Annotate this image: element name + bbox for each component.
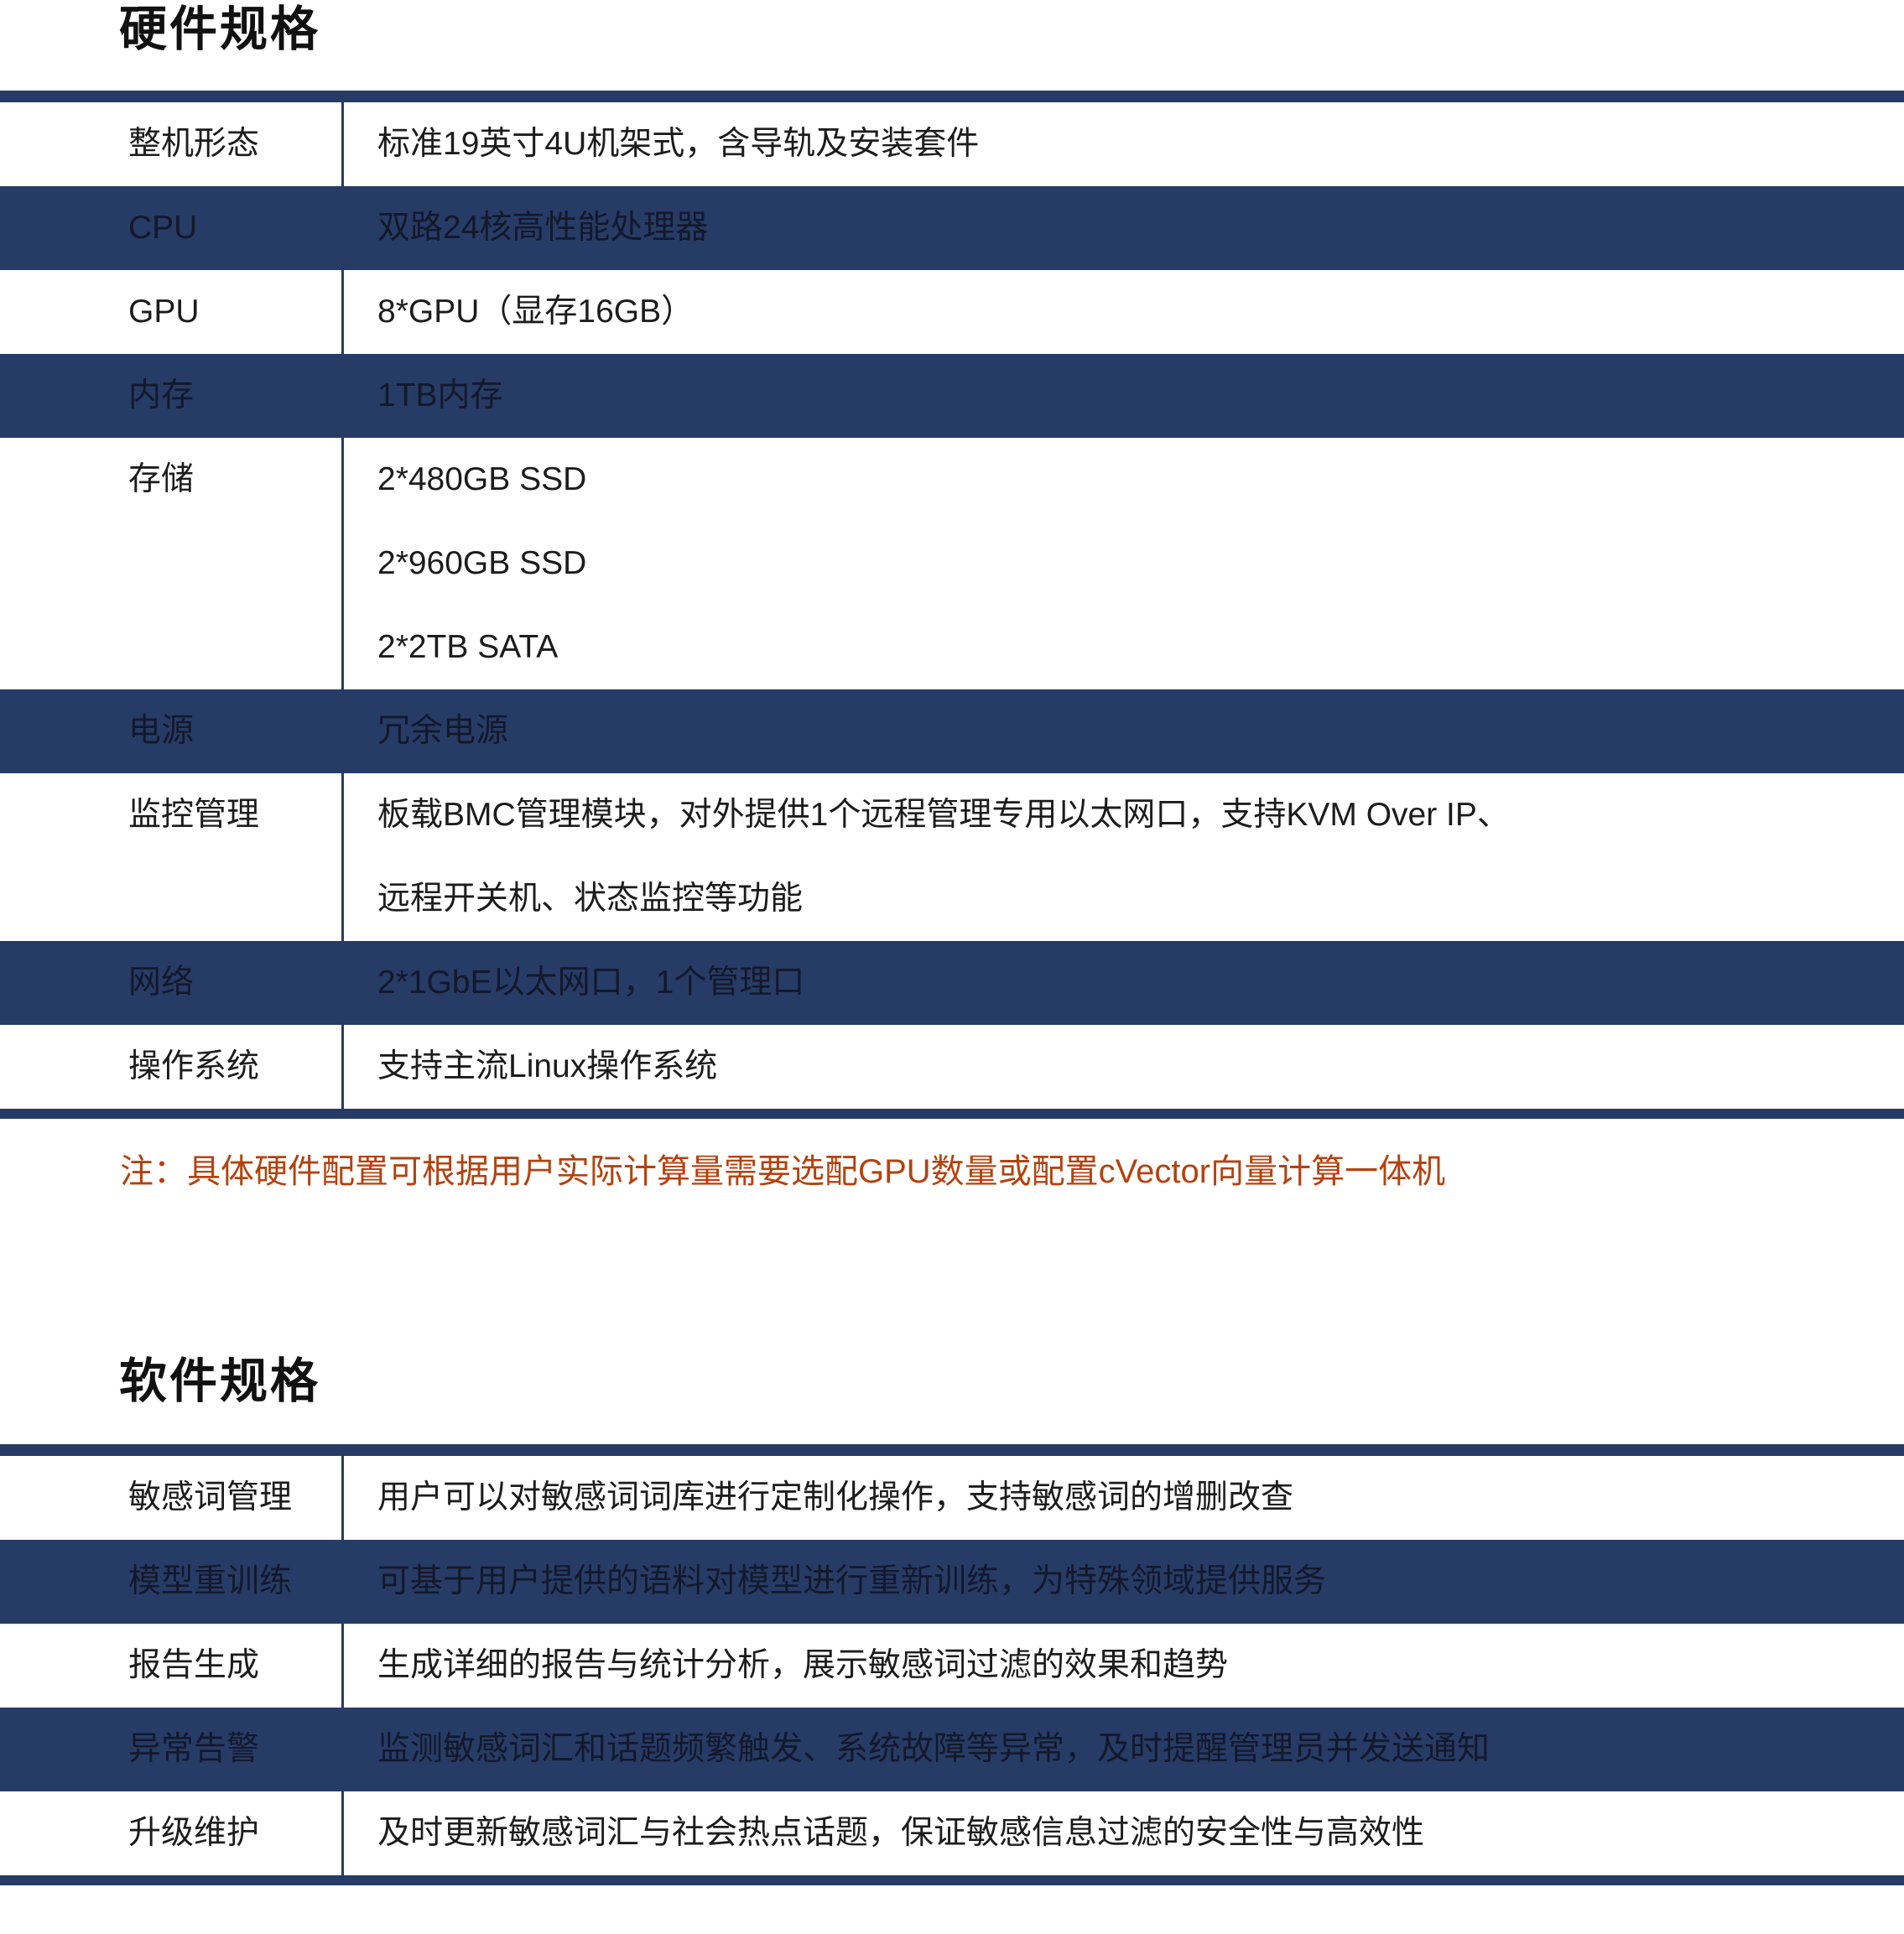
spec-label-text: 异常告警: [128, 1731, 260, 1767]
table-top-border: [0, 1444, 1904, 1456]
table-row: 异常告警 监测敏感词汇和话题频繁触发、系统故障等异常，及时提醒管理员并发送通知: [0, 1708, 1904, 1791]
spec-label-cell: 整机形态: [0, 102, 344, 186]
table-row: 报告生成 生成详细的报告与统计分析，展示敏感词过滤的效果和趋势: [0, 1624, 1904, 1708]
spec-label-text: GPU: [128, 294, 200, 330]
table-top-border: [0, 91, 1904, 102]
table-row: 内存 1TB内存: [0, 354, 1904, 438]
table-row: 模型重训练 可基于用户提供的语料对模型进行重新训练，为特殊领域提供服务: [0, 1540, 1904, 1624]
spec-label-cell: 操作系统: [0, 1025, 344, 1109]
spec-label-text: 网络: [128, 964, 195, 1001]
spec-value-cell: 1TB内存: [344, 354, 1904, 438]
spec-value-line: 板载BMC管理模块，对外提供1个远程管理专用以太网口，支持KVM Over IP…: [377, 797, 1510, 833]
spec-label-text: 操作系统: [128, 1048, 260, 1084]
spec-label-cell: 网络: [0, 941, 344, 1025]
spec-value-cell: 用户可以对敏感词词库进行定制化操作，支持敏感词的增删改查: [344, 1456, 1904, 1540]
spec-label-cell: 模型重训练: [0, 1540, 344, 1624]
spec-label-text: 存储: [128, 461, 195, 497]
spec-value-cell: 冗余电源: [344, 689, 1904, 773]
spec-label-text: 电源: [128, 713, 195, 749]
spec-value-cell: 生成详细的报告与统计分析，展示敏感词过滤的效果和趋势: [344, 1624, 1904, 1708]
hardware-spec-table: 整机形态 标准19英寸4U机架式，含导轨及安装套件 CPU 双路24核高性能处理器 GP…: [0, 91, 1904, 1119]
spec-label-text: 报告生成: [128, 1647, 260, 1683]
spec-value-line: 2*480GB SSD: [377, 461, 587, 497]
spec-value-line: 1TB内存: [377, 377, 503, 413]
spec-label-cell: GPU: [0, 270, 344, 354]
spec-label-cell: CPU: [0, 186, 344, 270]
spec-value-line: 可基于用户提供的语料对模型进行重新训练，为特殊领域提供服务: [377, 1563, 1327, 1599]
table-row: 升级维护 及时更新敏感词汇与社会热点话题，保证敏感信息过滤的安全性与高效性: [0, 1791, 1904, 1875]
spec-value-line: 2*2TB SATA: [377, 629, 559, 665]
spec-label-cell: 电源: [0, 689, 344, 773]
spec-value-cell: 2*1GbE以太网口，1个管理口: [344, 941, 1904, 1025]
spec-value-line: 8*GPU（显存16GB）: [377, 294, 694, 330]
spec-value-line: 2*960GB SSD: [377, 545, 587, 581]
spec-value-cell: 监测敏感词汇和话题频繁触发、系统故障等异常，及时提醒管理员并发送通知: [344, 1708, 1904, 1791]
spec-value-line: 双路24核高性能处理器: [377, 210, 709, 246]
spec-value-line: 及时更新敏感词汇与社会热点话题，保证敏感信息过滤的安全性与高效性: [377, 1815, 1425, 1851]
spec-value-cell: 可基于用户提供的语料对模型进行重新训练，为特殊领域提供服务: [344, 1540, 1904, 1624]
table-row: CPU 双路24核高性能处理器: [0, 186, 1904, 270]
spec-label-text: 升级维护: [128, 1815, 260, 1851]
spec-label-text: CPU: [128, 210, 198, 246]
spec-value-cell: 及时更新敏感词汇与社会热点话题，保证敏感信息过滤的安全性与高效性: [344, 1791, 1904, 1875]
spec-value-line: 2*1GbE以太网口，1个管理口: [377, 964, 805, 1001]
spec-label-cell: 存储: [0, 438, 344, 689]
spec-value-cell: 标准19英寸4U机架式，含导轨及安装套件: [344, 102, 1904, 186]
spec-label-cell: 监控管理: [0, 773, 344, 941]
spec-value-line: 冗余电源: [377, 713, 509, 749]
spec-label-text: 模型重训练: [128, 1563, 293, 1599]
spec-label-cell: 内存: [0, 354, 344, 438]
table-row: 监控管理 板载BMC管理模块，对外提供1个远程管理专用以太网口，支持KVM Ove…: [0, 773, 1904, 941]
spec-value-cell: 双路24核高性能处理器: [344, 186, 1904, 270]
table-row: 操作系统 支持主流Linux操作系统: [0, 1025, 1904, 1109]
spec-label-cell: 升级维护: [0, 1791, 344, 1875]
spec-label-cell: 异常告警: [0, 1708, 344, 1791]
spec-value-line: 标准19英寸4U机架式，含导轨及安装套件: [377, 126, 980, 162]
spec-value-line: 支持主流Linux操作系统: [377, 1048, 718, 1084]
table-row: GPU 8*GPU（显存16GB）: [0, 270, 1904, 354]
spec-value-cell: 2*480GB SSD 2*960GB SSD 2*2TB SATA: [344, 438, 1904, 689]
spec-value-line: 远程开关机、状态监控等功能: [377, 881, 804, 917]
table-row: 整机形态 标准19英寸4U机架式，含导轨及安装套件: [0, 102, 1904, 186]
hardware-config-note: 注：具体硬件配置可根据用户实际计算量需要选配GPU数量或配置cVector向量计…: [120, 1153, 1446, 1190]
table-row: 存储 2*480GB SSD 2*960GB SSD 2*2TB SATA: [0, 438, 1904, 689]
hardware-section-title: 硬件规格: [119, 3, 320, 56]
spec-label-text: 监控管理: [128, 797, 260, 833]
table-row: 网络 2*1GbE以太网口，1个管理口: [0, 941, 1904, 1025]
spec-label-cell: 敏感词管理: [0, 1456, 344, 1540]
spec-value-cell: 支持主流Linux操作系统: [344, 1025, 1904, 1109]
spec-value-cell: 板载BMC管理模块，对外提供1个远程管理专用以太网口，支持KVM Over IP…: [344, 773, 1904, 941]
spec-value-line: 生成详细的报告与统计分析，展示敏感词过滤的效果和趋势: [377, 1647, 1229, 1683]
spec-value-line: 用户可以对敏感词词库进行定制化操作，支持敏感词的增删改查: [377, 1479, 1294, 1515]
spec-label-cell: 报告生成: [0, 1624, 344, 1708]
spec-label-text: 敏感词管理: [128, 1479, 293, 1515]
spec-value-cell: 8*GPU（显存16GB）: [344, 270, 1904, 354]
table-row: 敏感词管理 用户可以对敏感词词库进行定制化操作，支持敏感词的增删改查: [0, 1456, 1904, 1540]
table-bottom-border: [0, 1875, 1904, 1885]
spec-label-text: 内存: [128, 377, 195, 413]
spec-label-text: 整机形态: [128, 126, 260, 162]
table-row: 电源 冗余电源: [0, 689, 1904, 773]
software-section-title: 软件规格: [119, 1354, 320, 1408]
spec-value-line: 监测敏感词汇和话题频繁触发、系统故障等异常，及时提醒管理员并发送通知: [377, 1731, 1490, 1767]
software-spec-table: 敏感词管理 用户可以对敏感词词库进行定制化操作，支持敏感词的增删改查模型重训练 可基…: [0, 1444, 1904, 1885]
table-bottom-border: [0, 1109, 1904, 1119]
